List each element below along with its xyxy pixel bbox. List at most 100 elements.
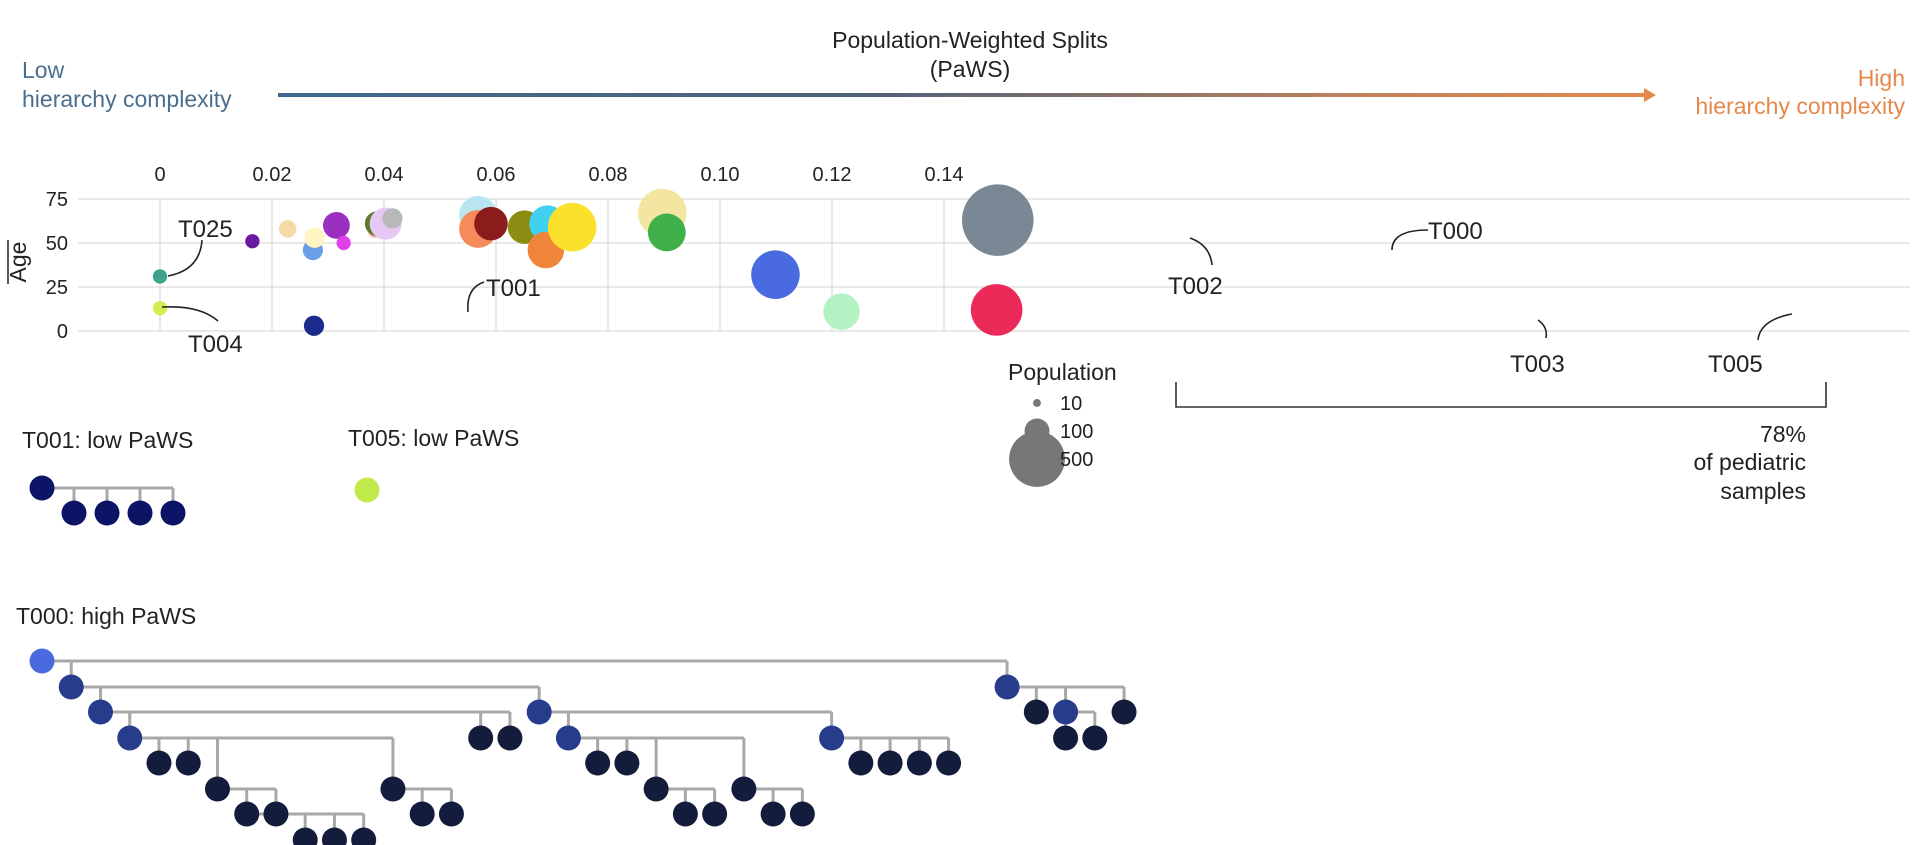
tree-node xyxy=(760,801,786,827)
tree-node xyxy=(29,475,55,501)
tree-node xyxy=(819,725,845,751)
tree-node xyxy=(789,801,815,827)
tree-node xyxy=(58,674,84,700)
tree-t005-title: T005: low PaWS xyxy=(348,425,519,451)
tree-node xyxy=(468,725,494,751)
tree-node xyxy=(354,477,380,503)
x-tick-label: 0.08 xyxy=(589,164,628,186)
data-point xyxy=(336,235,351,251)
point-t002 xyxy=(647,213,686,252)
y-tick-label: 75 xyxy=(46,189,68,211)
legend-marker-500 xyxy=(1009,431,1065,487)
population-legend xyxy=(1009,399,1065,487)
y-tick-label: 0 xyxy=(57,321,68,343)
tree-node xyxy=(160,500,186,526)
point-t005 xyxy=(970,284,1023,336)
label-t004: T004 xyxy=(188,331,243,358)
tree-node xyxy=(936,750,962,776)
data-point xyxy=(323,212,350,239)
data-point xyxy=(547,202,597,252)
tree-node xyxy=(127,500,153,526)
leader-t004 xyxy=(161,305,219,322)
data-point xyxy=(961,184,1034,256)
x-tick-label: 0.10 xyxy=(701,164,740,186)
legend-label-10: 10 xyxy=(1060,393,1082,415)
tree-node xyxy=(292,827,318,845)
tree-node xyxy=(643,776,669,802)
scatter-plot: 0 25 50 75 0 0.02 0.04 0.06 0.08 0.10 0.12 0.14 xyxy=(46,164,1910,343)
tree-node xyxy=(526,699,552,725)
tree-node xyxy=(614,750,640,776)
tree-t001-title: T001: low PaWS xyxy=(22,427,193,453)
tree-node xyxy=(380,776,406,802)
tree-node xyxy=(146,750,172,776)
x-tick-label: 0.06 xyxy=(477,164,516,186)
y-tick-label: 25 xyxy=(46,277,68,299)
tree-node xyxy=(1082,725,1108,751)
tree-node xyxy=(702,801,728,827)
x-tick-label: 0 xyxy=(154,164,165,186)
tree-node xyxy=(731,776,757,802)
tree-t000 xyxy=(29,648,1137,845)
tree-node xyxy=(1053,699,1079,725)
complexity-arrowhead xyxy=(1644,88,1656,102)
tree-node xyxy=(877,750,903,776)
x-tick-label: 0.04 xyxy=(365,164,404,186)
data-point xyxy=(245,234,260,249)
tree-t000-title: T000: high PaWS xyxy=(16,603,196,629)
tree-t001 xyxy=(29,475,186,526)
bracket-text-1: 78% xyxy=(1760,421,1806,447)
tree-node xyxy=(321,827,347,845)
pediatric-bracket xyxy=(1175,382,1827,408)
leader-t002 xyxy=(1189,237,1213,266)
leader-t000 xyxy=(1391,229,1429,251)
header-title-line1: Population-Weighted Splits xyxy=(832,27,1108,53)
tree-node xyxy=(1111,699,1137,725)
tree-node xyxy=(61,500,87,526)
x-tick-label: 0.02 xyxy=(253,164,292,186)
high-complexity-line2: hierarchy complexity xyxy=(1695,93,1905,119)
point-t000 xyxy=(751,250,800,299)
legend-title: Population xyxy=(1008,359,1117,385)
tree-node xyxy=(29,648,55,674)
label-t025: T025 xyxy=(178,216,233,243)
tree-node xyxy=(994,674,1020,700)
data-point xyxy=(382,208,403,229)
data-point xyxy=(474,206,508,241)
complexity-gradient-arrow xyxy=(278,93,1646,97)
tree-node xyxy=(117,725,143,751)
bracket-text-2: of pediatric xyxy=(1693,449,1806,475)
label-t003: T003 xyxy=(1510,351,1565,378)
y-tick-label: 50 xyxy=(46,233,68,255)
legend-marker-10 xyxy=(1033,399,1041,407)
tree-node xyxy=(585,750,611,776)
tree-t005 xyxy=(354,477,380,503)
legend-label-100: 100 xyxy=(1060,421,1093,443)
y-axis-label: Age xyxy=(5,242,31,283)
tree-node xyxy=(672,801,698,827)
tree-node xyxy=(263,801,289,827)
high-complexity-line1: High xyxy=(1858,65,1905,91)
tree-node xyxy=(204,776,230,802)
low-complexity-line2: hierarchy complexity xyxy=(22,86,232,112)
tree-node xyxy=(175,750,201,776)
label-t001: T001 xyxy=(486,275,541,302)
leader-t025 xyxy=(167,239,203,277)
point-t001 xyxy=(303,315,325,336)
x-tick-label: 0.12 xyxy=(813,164,852,186)
bracket-text-3: samples xyxy=(1720,478,1806,504)
low-complexity-line1: Low xyxy=(22,57,65,83)
tree-node xyxy=(351,827,377,845)
tree-node xyxy=(848,750,874,776)
tree-node xyxy=(1053,725,1079,751)
tree-node xyxy=(497,725,523,751)
header-title-line2: (PaWS) xyxy=(930,56,1011,82)
label-t000: T000 xyxy=(1428,218,1483,245)
point-t004 xyxy=(152,300,168,316)
annotations xyxy=(161,229,1793,341)
x-tick-label: 0.14 xyxy=(925,164,964,186)
leader-t003 xyxy=(1537,319,1548,339)
legend-label-500: 500 xyxy=(1060,449,1093,471)
point-t025 xyxy=(152,269,168,284)
